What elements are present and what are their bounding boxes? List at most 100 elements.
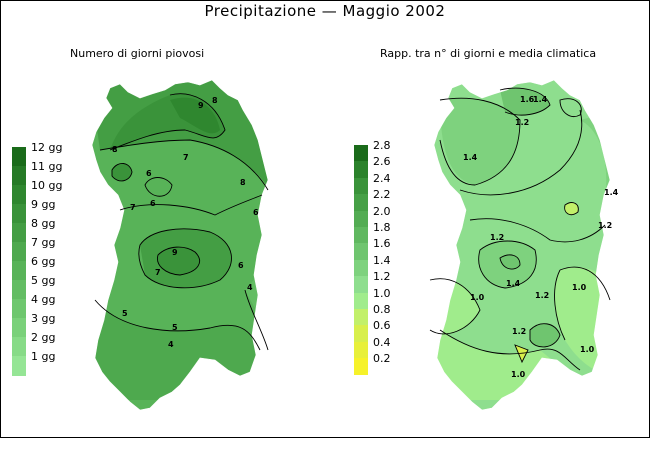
contour-line-right [559, 266, 611, 301]
zone-7-north-left [92, 80, 268, 190]
legend-label: 1.0 [373, 286, 391, 300]
legend-swatch [354, 210, 368, 228]
contour-value-label: 4 [168, 340, 174, 349]
legend-swatch [354, 227, 368, 244]
left-map-legend: 12 gg 11 gg 10 gg 9 gg 8 gg 7 gg 6 gg 5 gg 4 gg 3… [12, 141, 82, 377]
legend-swatch [12, 242, 26, 262]
contour-value-label: 6 [238, 261, 244, 270]
contour-line-right [469, 218, 606, 243]
legend-swatch [354, 259, 368, 277]
contour-line-left [138, 228, 232, 289]
legend-swatch [354, 309, 368, 326]
contour-value-label: 1.4 [463, 153, 478, 162]
legend-label: 9 gg [31, 198, 56, 211]
zone-1.6-centre-right [500, 254, 520, 270]
contour-line-left [94, 299, 261, 351]
legend-label: 0.6 [373, 319, 391, 333]
zone-8-centre-left [157, 247, 200, 275]
contour-value-label: 1.4 [604, 188, 619, 197]
legend-swatch [354, 325, 368, 343]
contour-line-right [529, 323, 561, 348]
legend-label: 6 gg [31, 255, 56, 268]
contour-line-left [144, 177, 173, 197]
legend-swatch [12, 299, 26, 319]
legend-label: 2.4 [373, 171, 391, 185]
legend-swatch [354, 292, 368, 310]
legend-label: 5 gg [31, 274, 56, 287]
legend-swatch [12, 280, 26, 300]
contour-value-label: 6 [146, 169, 152, 178]
legend-swatch [12, 337, 26, 357]
left-map-subtitle: Numero di giorni piovosi [70, 47, 205, 60]
legend-label: 1 gg [31, 350, 56, 363]
zone-1.4-north-right [440, 98, 520, 185]
contour-value-label: 9 [172, 248, 178, 257]
legend-swatch [12, 166, 26, 186]
legend-label: 2 gg [31, 331, 56, 344]
legend-label: 2.2 [373, 188, 391, 202]
contour-line-left [99, 139, 269, 191]
legend-label: 2.0 [373, 204, 391, 218]
contour-line-right [559, 98, 582, 117]
zone-1.6-north-right [500, 88, 550, 116]
legend-swatch [354, 243, 368, 261]
contour-value-label: 7 [183, 153, 189, 162]
legend-label: 3 gg [31, 312, 56, 325]
contour-value-label: 1.0 [580, 345, 595, 354]
contour-value-label: 1.6 [520, 95, 535, 104]
contour-line-right [499, 254, 521, 270]
zone-1.6-south-right [530, 323, 560, 347]
legend-label: 12 gg [31, 141, 63, 154]
legend-label: 10 gg [31, 179, 63, 192]
contour-line-left [244, 289, 269, 351]
legend-swatch [12, 204, 26, 224]
sardinia-coast-right [433, 79, 611, 411]
contour-value-label: 1.2 [512, 327, 526, 336]
contour-value-label: 8 [212, 96, 218, 105]
legend-swatch [12, 356, 26, 376]
contour-line-right [564, 202, 579, 216]
contour-value-label: 6 [253, 208, 259, 217]
contour-value-label: 1.0 [572, 283, 587, 292]
legend-swatch [12, 318, 26, 338]
contour-line-left [111, 163, 133, 182]
contour-value-label: 1.2 [535, 291, 549, 300]
legend-label: 0.8 [373, 303, 391, 316]
contour-value-label: 4 [247, 283, 253, 292]
legend-label: 2.8 [373, 139, 391, 152]
legend-label: 11 gg [31, 160, 63, 173]
legend-label: 1.2 [373, 270, 391, 284]
legend-label: 0.2 [373, 352, 391, 366]
legend-label: 0.4 [373, 335, 391, 349]
zone-1.0-hill-right [564, 202, 579, 215]
zone-8-west-left [112, 163, 132, 181]
contour-value-label: 6 [150, 199, 156, 208]
zone-9-left [170, 97, 220, 134]
contour-line-left [157, 246, 200, 276]
contour-value-label: 7 [130, 203, 136, 212]
legend-swatch [354, 276, 368, 294]
contour-line-right [478, 240, 537, 289]
contour-value-label: 7 [155, 268, 161, 277]
contour-value-label: 9 [198, 101, 204, 110]
right-map-subtitle: Rapp. tra n° di giorni e media climatica [380, 47, 597, 60]
contour-line-right [459, 109, 583, 196]
legend-label: 8 gg [31, 217, 56, 230]
contour-line-right [439, 329, 581, 371]
legend-swatch [354, 194, 368, 212]
contour-value-label: 1.4 [506, 279, 521, 288]
legend-label: 4 gg [31, 293, 56, 306]
contour-value-label: 1.0 [511, 370, 526, 379]
contour-value-label: 1.2 [490, 233, 504, 242]
legend-swatch [354, 161, 368, 179]
contour-line-right [554, 269, 566, 341]
legend-label: 1.6 [373, 237, 391, 251]
contour-value-label: 1.4 [533, 95, 548, 104]
contour-value-label: 8 [240, 178, 246, 187]
right-map-legend: 2.8 2.6 2.4 2.2 2.0 1.8 1.6 1.4 1.2 1.0 0.8 0.6 0.4 0… [354, 139, 424, 377]
legend-swatch [12, 261, 26, 281]
legend-label: 2.6 [373, 155, 391, 169]
page-title: Precipitazione — Maggio 2002 [204, 2, 446, 20]
